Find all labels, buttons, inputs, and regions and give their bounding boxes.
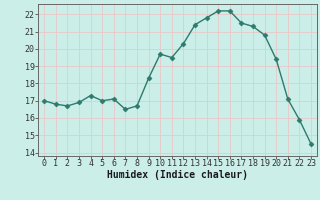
X-axis label: Humidex (Indice chaleur): Humidex (Indice chaleur): [107, 170, 248, 180]
